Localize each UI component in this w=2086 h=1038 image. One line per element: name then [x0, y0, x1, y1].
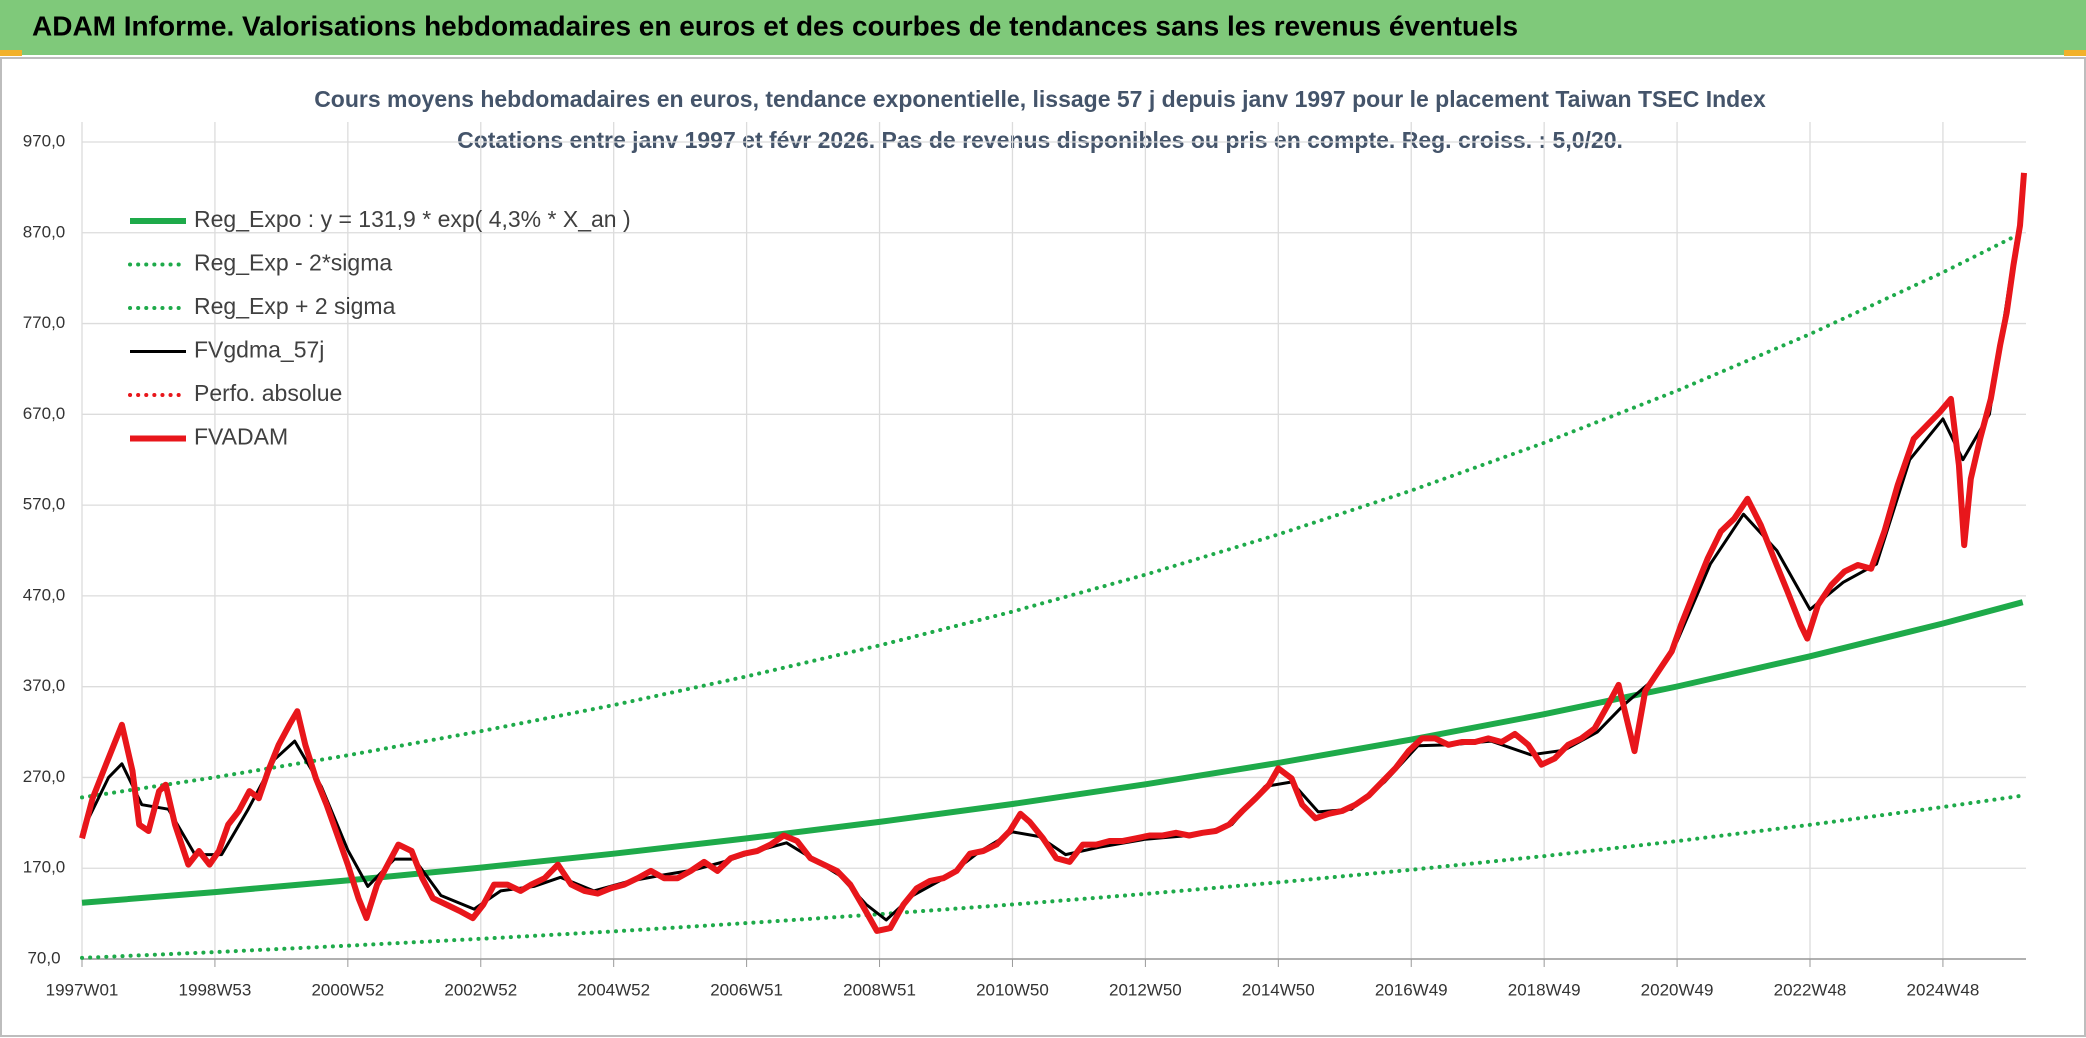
- x-tick-label: 2018W49: [1508, 980, 1581, 999]
- series-line: [81, 599, 2024, 906]
- x-tick-label: 2004W52: [577, 980, 650, 999]
- chart-subtitle: Cotations entre janv 1997 et févr 2026. …: [457, 127, 1623, 153]
- series-line: [80, 793, 2025, 960]
- legend-label: FVgdma_57j: [194, 337, 324, 363]
- x-tick-label: 1997W01: [46, 980, 119, 999]
- x-tick-label: 2008W51: [843, 980, 916, 999]
- legend-label: Reg_Expo : y = 131,9 * exp( 4,3% * X_an …: [194, 206, 631, 232]
- x-tick-label: 2006W51: [710, 980, 783, 999]
- y-tick-label: 370,0: [23, 676, 66, 695]
- x-tick-label: 2020W49: [1641, 980, 1714, 999]
- legend: Reg_Expo : y = 131,9 * exp( 4,3% * X_an …: [128, 206, 631, 450]
- y-tick-label: 170,0: [23, 858, 66, 877]
- y-tick-label: 670,0: [23, 404, 66, 423]
- x-tick-label: 2022W48: [1774, 980, 1847, 999]
- y-tick-label: 470,0: [23, 585, 66, 604]
- header-title: ADAM Informe. Valorisations hebdomadaire…: [32, 10, 1518, 41]
- x-tick-label: 1998W53: [179, 980, 252, 999]
- y-tick-label: 970,0: [23, 131, 66, 150]
- legend-label: Perfo. absolue: [194, 380, 342, 406]
- plot: [79, 172, 2027, 960]
- y-tick-label: 270,0: [23, 767, 66, 786]
- chart-subtitle: Cours moyens hebdomadaires en euros, ten…: [314, 86, 1766, 112]
- legend-label: Reg_Exp - 2*sigma: [194, 250, 392, 276]
- corner: [0, 50, 22, 56]
- x-tick-label: 2012W50: [1109, 980, 1182, 999]
- x-tick-label: 2000W52: [311, 980, 384, 999]
- corner: [2064, 50, 2086, 56]
- x-tick-label: 2010W50: [976, 980, 1049, 999]
- series-line: [79, 172, 2027, 934]
- legend-label: Reg_Exp + 2 sigma: [194, 293, 396, 319]
- y-tick-label: 770,0: [23, 313, 66, 332]
- x-tick-label: 2024W48: [1907, 980, 1980, 999]
- legend-label: FVADAM: [194, 424, 288, 450]
- y-tick-label: 870,0: [23, 222, 66, 241]
- frame: [0, 57, 2086, 1037]
- x-tick-label: 2016W49: [1375, 980, 1448, 999]
- grid: 70,0 170,0 270,0 370,0 470,0 570,0 670,0 770,0 8…: [23, 122, 2026, 999]
- y-tick-label: 570,0: [23, 495, 66, 514]
- header-bar: [0, 0, 2086, 55]
- x-tick-label: 2014W50: [1242, 980, 1315, 999]
- x-tick-label: 2002W52: [444, 980, 517, 999]
- y-tick-label: 70,0: [27, 948, 60, 967]
